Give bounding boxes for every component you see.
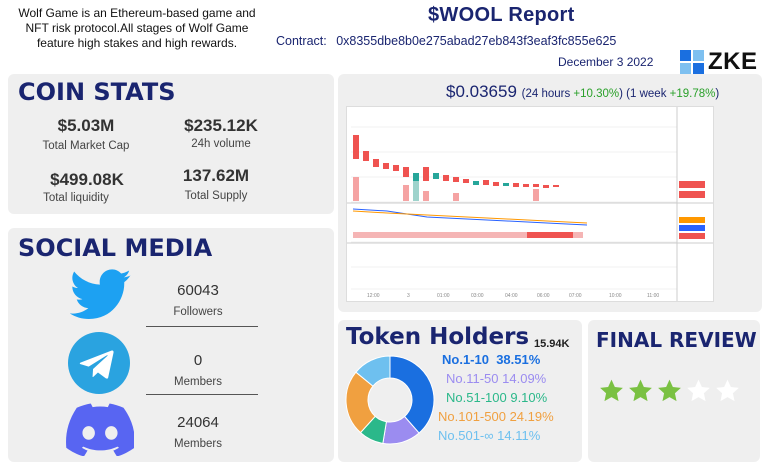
intro-text: Wolf Game is an Ethereum-based game and … (18, 6, 256, 50)
zke-logo-text: ZKE (708, 48, 758, 75)
report-date: December 3 2022 (558, 55, 654, 69)
star-filled-icon (629, 379, 652, 402)
holder-row-2: No.11-50 14.09% (446, 371, 547, 386)
market-cap-value: $5.03M (57, 116, 115, 135)
telegram-label: Members (174, 376, 222, 388)
holder-row-4: No.101-500 24.19% (438, 409, 554, 424)
donut-slice-5 (355, 355, 391, 387)
star-filled-icon (658, 379, 681, 402)
report-title: $WOOL Report (428, 4, 575, 26)
supply-value: 137.62M (182, 166, 250, 185)
holder-row-5: No.501-∞ 14.11% (438, 428, 541, 443)
volume-value: $235.12K (184, 116, 258, 135)
svg-text:01:00: 01:00 (437, 293, 450, 299)
telegram-icon[interactable] (68, 332, 130, 394)
price-axis-badges (679, 181, 705, 239)
token-holders-legend: No.1-10 38.51% No.11-50 14.09% No.51-100… (438, 352, 578, 443)
supply-label: Total Supply (184, 190, 248, 202)
macd-lines (352, 208, 588, 238)
svg-text:3: 3 (407, 293, 410, 299)
svg-text:03:00: 03:00 (471, 293, 484, 299)
price-chart-svg: 12:00 3 01:00 03:00 04:00 06:00 07:00 10:00 11… (347, 107, 713, 301)
price-chart-image[interactable]: 12:00 3 01:00 03:00 04:00 06:00 07:00 10:00 11… (346, 106, 714, 302)
chart-ticks: 12:00 3 01:00 03:00 04:00 06:00 07:00 10:00 11… (367, 293, 659, 299)
liquidity-label: Total liquidity (43, 192, 109, 204)
twitter-icon[interactable] (70, 268, 132, 322)
twitter-label: Followers (173, 306, 223, 318)
svg-text:04:00: 04:00 (505, 293, 518, 299)
holder-row-3: No.51-100 9.10% (446, 390, 548, 405)
token-holders-panel: Token Holders 15.94K No.1-10 38.51% No.1… (338, 320, 582, 462)
chart-panes (347, 107, 713, 301)
rating-stars (598, 378, 741, 404)
twitter-count: 60043 (177, 282, 219, 299)
holder-row-1: No.1-10 38.51% (442, 352, 541, 367)
change-1w-prefix: ) (1 week (619, 88, 670, 100)
telegram-divider (146, 394, 258, 395)
volume-bars (353, 177, 539, 201)
social-media-panel: SOCIAL MEDIA 60043 Followers 0 Members 2… (8, 228, 334, 462)
token-holders-donut (345, 355, 435, 445)
contract-address[interactable]: 0x8355dbe8b0e275abad27eb843f3eaf3fc855e6… (336, 34, 617, 48)
zke-logo-icon (680, 50, 704, 74)
final-review-panel: FINAL REVIEW (588, 320, 760, 462)
change-24h-prefix: (24 hours (521, 88, 574, 100)
token-holders-heading: Token Holders (346, 324, 530, 350)
candles (353, 135, 559, 193)
svg-text:06:00: 06:00 (537, 293, 550, 299)
final-review-heading: FINAL REVIEW (596, 328, 757, 352)
market-cap-label: Total Market Cap (42, 140, 130, 152)
star-filled-icon (600, 379, 623, 402)
svg-text:10:00: 10:00 (609, 293, 622, 299)
coin-stats-heading: COIN STATS (18, 78, 176, 106)
price-suffix: ) (715, 88, 720, 100)
star-empty-icon (716, 379, 739, 402)
telegram-count: 0 (193, 352, 203, 369)
chart-grid (351, 126, 677, 290)
change-1w: +19.78% (669, 88, 716, 100)
price-value: $0.03659 (446, 82, 517, 101)
svg-text:07:00: 07:00 (569, 293, 582, 299)
svg-text:11:00: 11:00 (647, 293, 659, 299)
social-media-heading: SOCIAL MEDIA (18, 234, 213, 262)
token-holders-total: 15.94K (534, 338, 570, 350)
volume-label: 24h volume (191, 138, 251, 150)
donut-slice-1 (389, 355, 435, 434)
discord-count: 24064 (177, 414, 219, 431)
discord-label: Members (174, 438, 222, 450)
contract-line: Contract: 0x8355dbe8b0e275abad27eb843f3e… (276, 34, 616, 48)
twitter-divider (146, 326, 258, 327)
coin-stats-panel: COIN STATS $5.03M Total Market Cap $235.… (8, 74, 334, 214)
contract-label: Contract: (276, 34, 327, 48)
svg-text:12:00: 12:00 (367, 293, 380, 299)
price-line: $0.03659 (24 hours +10.30%) (1 week +19.… (446, 82, 719, 102)
liquidity-value: $499.08K (50, 170, 124, 189)
star-empty-icon (687, 379, 710, 402)
discord-icon[interactable] (66, 402, 134, 456)
change-24h: +10.30% (573, 88, 620, 100)
